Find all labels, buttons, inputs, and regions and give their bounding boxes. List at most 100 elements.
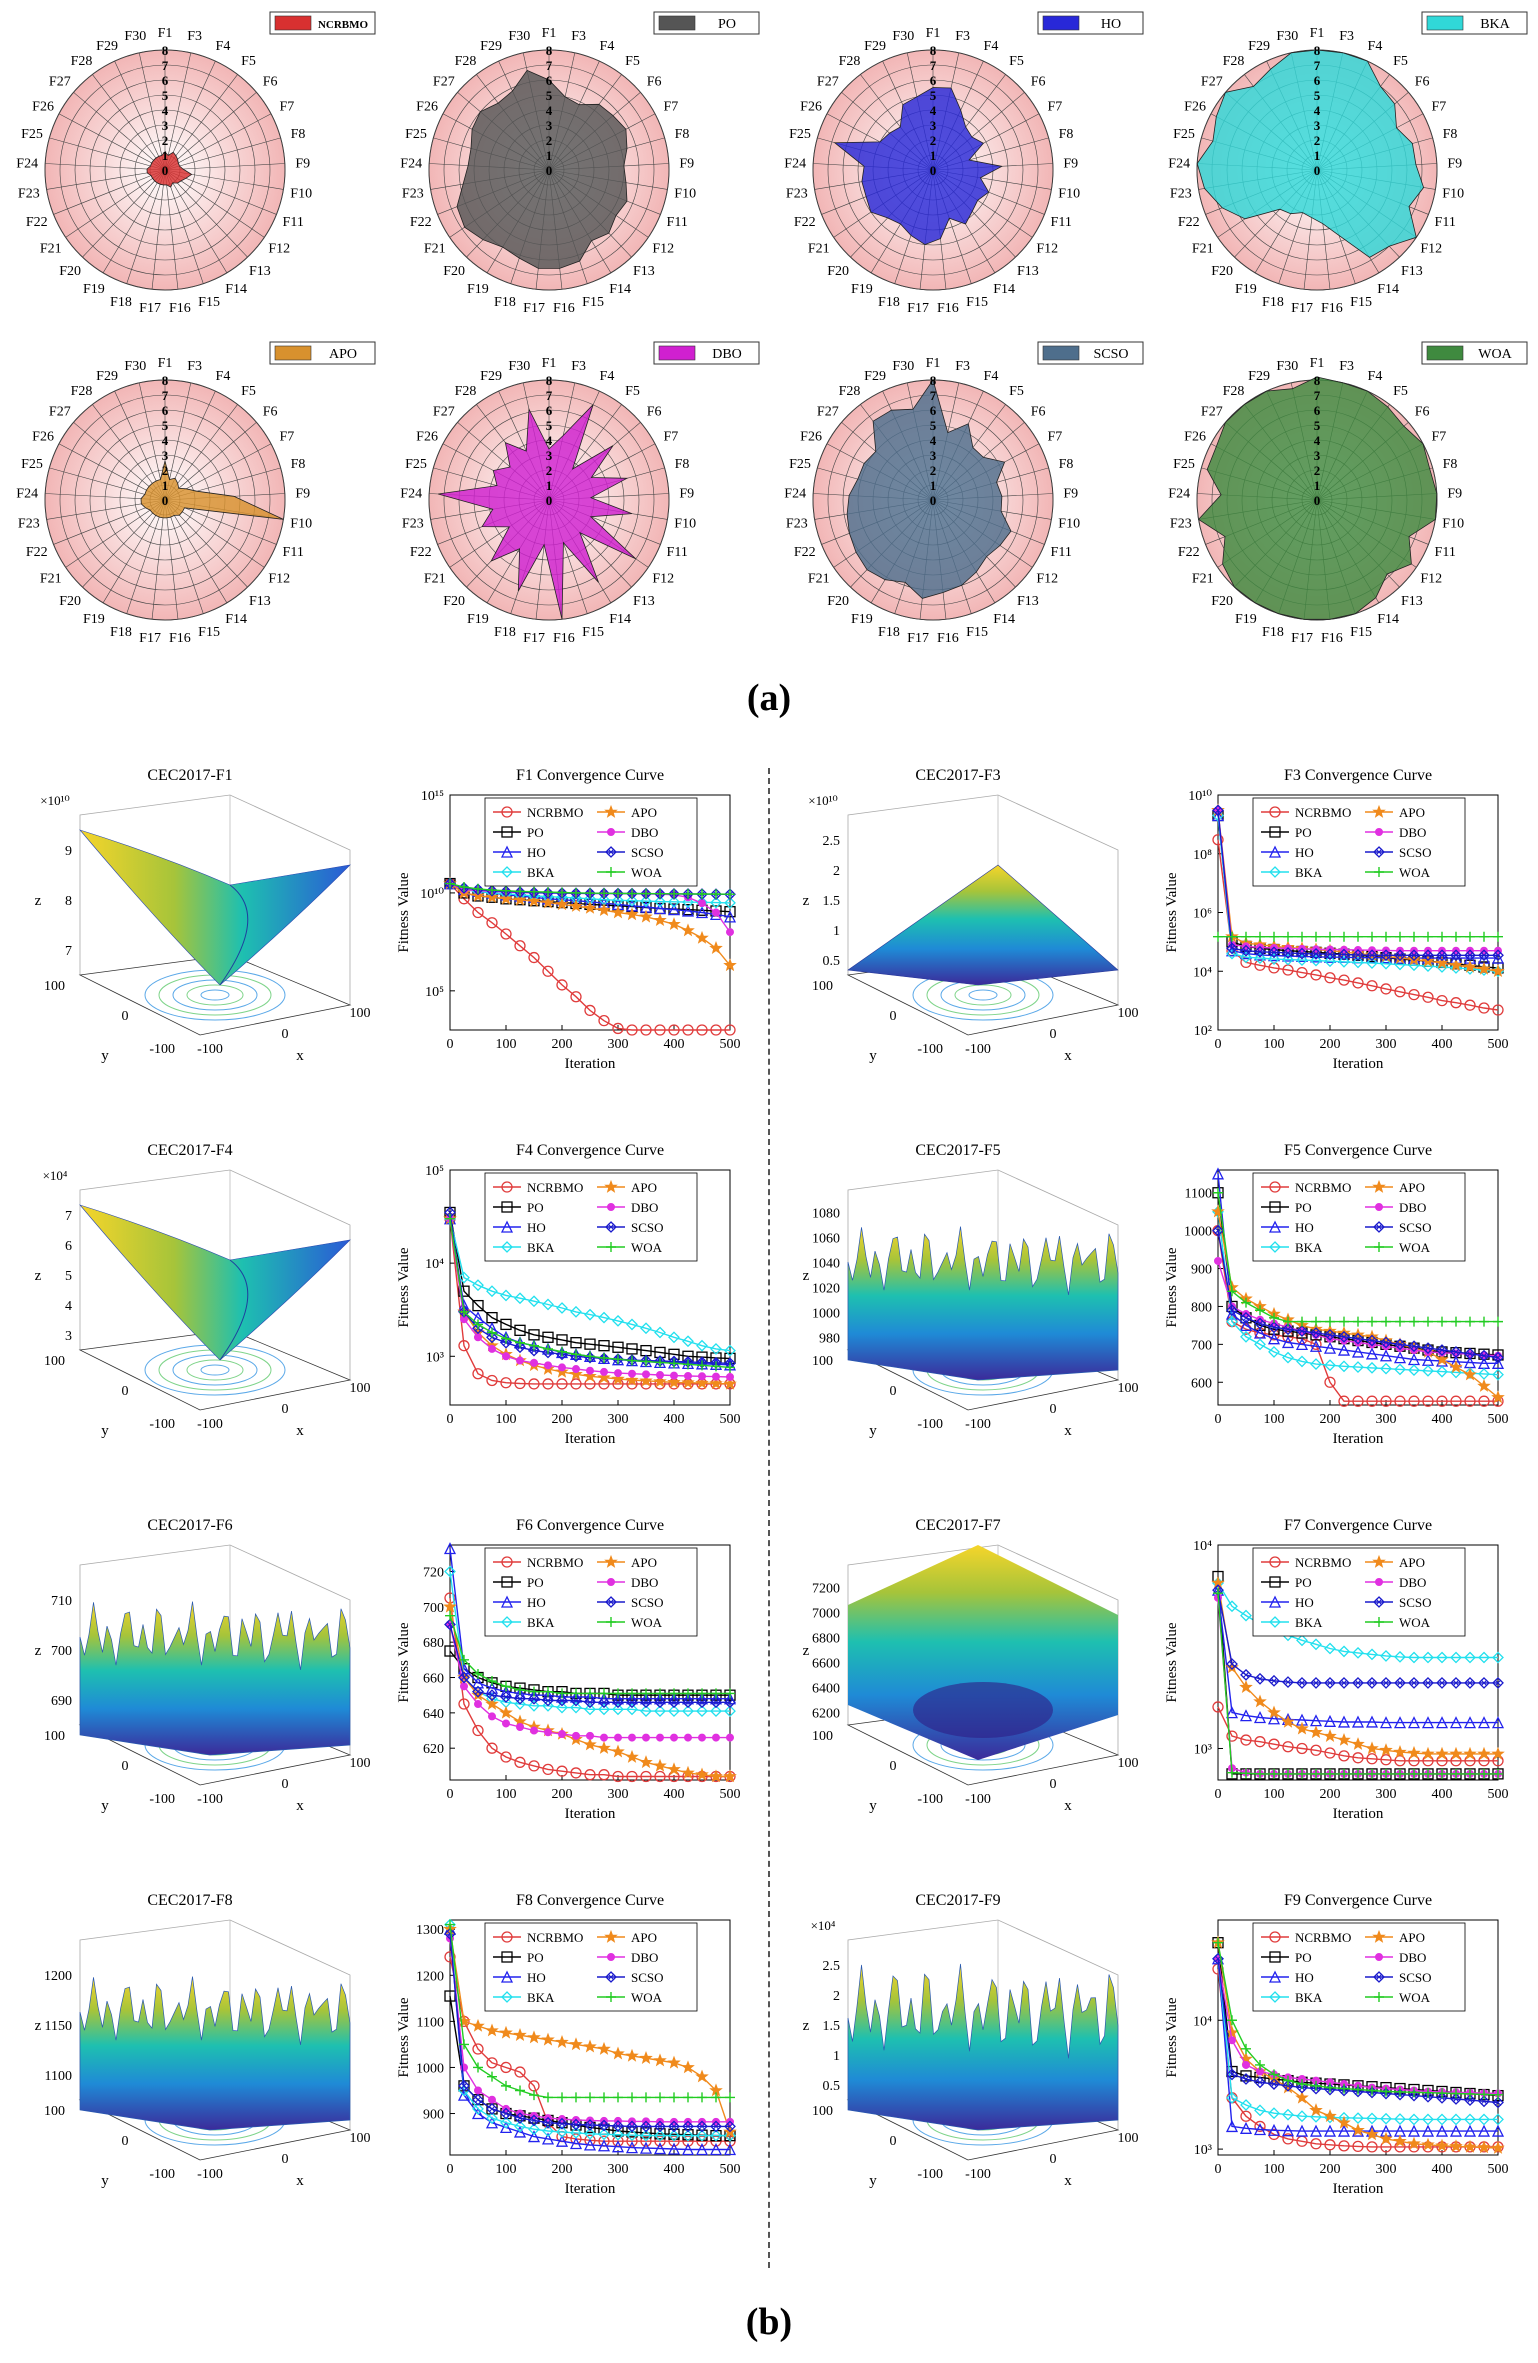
series-marker [1409, 931, 1419, 942]
radar-axis-label: F4 [984, 369, 999, 384]
z-tick-label: 2.5 [823, 834, 841, 849]
series-marker [1240, 1668, 1252, 1681]
y-tick-label: 1300 [416, 1923, 444, 1938]
y-tick-label: 10¹⁰ [1188, 789, 1212, 804]
radar-legend-swatch [1426, 345, 1464, 361]
radar-ring-label: 3 [1314, 118, 1321, 133]
radar-axis-label: F8 [675, 457, 690, 472]
series-marker [1352, 1332, 1364, 1345]
series-marker [1422, 1342, 1434, 1355]
radar-spoke [102, 169, 166, 273]
series-marker [1339, 1316, 1349, 1327]
series-marker [598, 1769, 610, 1781]
radar-axis-label: F20 [827, 594, 849, 609]
series-marker [544, 2119, 552, 2127]
legend-label: DBO [631, 1575, 658, 1590]
radar-ring-label: 6 [1314, 403, 1321, 418]
series-marker [669, 2092, 679, 2103]
series-marker [542, 1346, 554, 1359]
series-marker [1255, 1305, 1265, 1316]
series-marker [725, 1688, 735, 1699]
series-marker [1226, 2068, 1238, 2081]
series-marker [1268, 1346, 1280, 1358]
x-tick-label: 500 [1488, 1037, 1509, 1052]
radar-ring-label: 0 [930, 163, 937, 178]
series-marker [1422, 1676, 1434, 1689]
radar-spoke [164, 169, 265, 238]
z-tick-label: 3 [65, 1329, 72, 1344]
series-marker [584, 1338, 596, 1350]
surface-title: CEC2017-F5 [915, 1142, 1000, 1159]
series-marker [1240, 2073, 1252, 2085]
series-marker [1310, 1638, 1322, 1651]
series-marker [712, 1698, 720, 1706]
series-marker [1492, 949, 1504, 962]
radar-ring-label: 2 [162, 133, 169, 148]
series-marker [726, 1698, 734, 1706]
series-marker [514, 2112, 526, 2125]
radar-axis-label: F25 [789, 127, 811, 142]
series-marker [1479, 1316, 1489, 1327]
series-marker [584, 1004, 596, 1017]
series-marker [668, 895, 680, 908]
radar-spoke [164, 163, 285, 171]
series-marker [598, 2128, 610, 2141]
legend-label: PO [527, 1200, 544, 1215]
radar-ring-label: 6 [930, 73, 937, 88]
surface-title: CEC2017-F3 [915, 767, 1000, 784]
x-axis-label: x [1064, 1048, 1072, 1064]
series-marker [654, 2120, 666, 2133]
series-marker [625, 1372, 639, 1386]
series-marker [528, 1760, 540, 1772]
series-marker [1268, 2078, 1280, 2090]
series-marker [1452, 1348, 1460, 1356]
series-marker [485, 2023, 499, 2037]
radar-axis-label: F24 [16, 157, 38, 172]
series-marker [1374, 1242, 1384, 1252]
series-marker [696, 1339, 708, 1352]
series-marker [1352, 2112, 1364, 2125]
legend-box [484, 1172, 698, 1262]
radar-ring-label: 1 [930, 478, 937, 493]
series-marker [542, 965, 554, 977]
x-tick-label: 0 [1215, 1412, 1222, 1427]
radar-axis-label: F11 [667, 215, 688, 230]
series-marker [1269, 1616, 1281, 1628]
series-marker [611, 1371, 625, 1385]
radar-spoke [65, 169, 166, 238]
series-marker [586, 1698, 594, 1706]
legend-label: HO [1295, 1595, 1314, 1610]
series-marker [530, 2117, 538, 2124]
series-marker [1269, 1931, 1281, 1943]
radar-ring-label: 3 [546, 118, 553, 133]
legend-label: PO [527, 1575, 544, 1590]
series-marker [639, 2141, 653, 2154]
series-marker [1240, 1734, 1252, 1746]
series-marker [726, 1733, 734, 1742]
series-marker [501, 1333, 511, 1344]
series-marker [487, 1676, 497, 1687]
radar-axis-label: F27 [817, 75, 839, 90]
series-marker [1394, 1338, 1406, 1351]
series-marker [725, 2092, 735, 2103]
legend-label: DBO [631, 1200, 658, 1215]
radar-ring-label: 3 [162, 118, 169, 133]
series-marker [612, 1022, 624, 1035]
radar-axis-label: F8 [675, 127, 690, 142]
series-marker [528, 1699, 540, 1712]
radar-axis-label: F24 [1168, 487, 1190, 502]
legend-label: HO [527, 1595, 546, 1610]
series-marker [1340, 1336, 1348, 1345]
series-marker [683, 888, 693, 899]
series-marker [1373, 1221, 1385, 1233]
series-marker [1366, 1648, 1378, 1661]
y-tick-label: 620 [423, 1742, 444, 1757]
series-marker [598, 1340, 610, 1352]
radar-axis-label: F9 [295, 157, 310, 172]
series-marker [1365, 1741, 1379, 1755]
radar-axis-label: F24 [400, 157, 422, 172]
series-marker [1435, 2124, 1449, 2137]
series-marker [724, 1696, 736, 1709]
series-marker [445, 878, 455, 889]
